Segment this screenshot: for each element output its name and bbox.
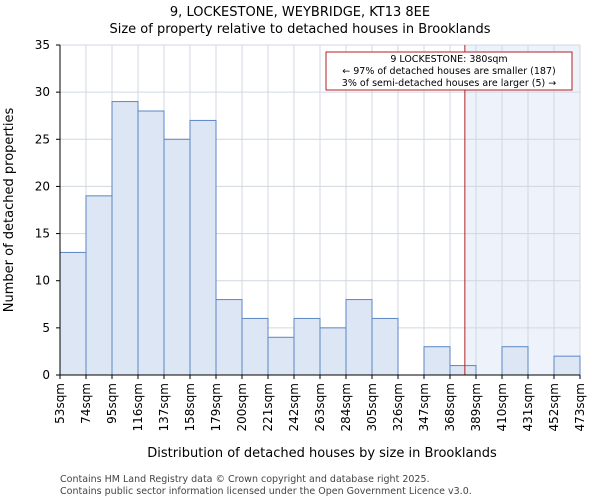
x-tick-label: 347sqm [417,383,431,431]
histogram-bar [215,299,243,376]
footer-line-1: Contains HM Land Registry data © Crown c… [60,474,430,485]
annotation-line-1: 9 LOCKESTONE: 380sqm [390,54,507,65]
x-tick-label: 221sqm [261,383,275,431]
annotation-line-3: 3% of semi-detached houses are larger (5… [342,78,556,89]
y-tick-labels: 0 5 10 15 20 25 30 35 [35,38,60,382]
histogram-bar [553,355,581,376]
annotation: 9 LOCKESTONE: 380sqm ← 97% of detached h… [325,51,573,91]
histogram-bar [501,346,529,376]
x-axis-label: Distribution of detached houses by size … [147,446,497,461]
x-tick-label: 431sqm [521,383,535,431]
histogram-bar [345,299,373,376]
x-tick-label: 389sqm [469,383,483,431]
x-tick-labels: 53sqm 74sqm 95sqm 116sqm 137sqm 158sqm 179sqm 2… [53,375,587,431]
y-tick-label: 10 [35,274,50,288]
histogram-bar [319,327,347,376]
x-tick-label: 263sqm [313,383,327,431]
x-tick-label: 284sqm [339,383,353,431]
y-tick-label: 25 [35,132,50,146]
chart-subtitle: Size of property relative to detached ho… [109,22,490,37]
y-tick-label: 5 [42,321,50,335]
x-tick-label: 179sqm [209,383,223,431]
x-tick-label: 158sqm [183,383,197,431]
x-tick-label: 95sqm [105,383,119,424]
y-tick-label: 30 [35,85,50,99]
x-tick-label: 116sqm [131,383,145,431]
histogram-bar [449,365,477,376]
histogram-bar [267,336,295,376]
x-tick-label: 326sqm [391,383,405,431]
x-tick-label: 452sqm [547,383,561,431]
annotation-box [325,51,573,91]
histogram-bar [137,110,165,376]
larger-region-highlight [464,45,580,375]
highlight-layer [464,45,580,375]
x-tick-label: 137sqm [157,383,171,431]
histogram-bar [111,101,139,376]
footer-line-2: Contains public sector information licen… [60,486,472,497]
y-tick-label: 15 [35,227,50,241]
annotation-line-2: ← 97% of detached houses are smaller (18… [342,66,555,77]
chart-title: 9, LOCKESTONE, WEYBRIDGE, KT13 8EE [170,5,430,20]
histogram-bar [85,195,113,376]
histogram-bar [293,317,321,376]
histogram-bar [163,138,191,376]
histogram-bar [423,346,451,376]
histogram-bar [241,317,269,376]
x-tick-label: 74sqm [79,383,93,424]
histogram-bar [371,317,399,376]
bars-layer [59,45,581,376]
histogram-bar [59,251,87,376]
x-tick-label: 53sqm [53,383,67,424]
x-tick-label: 242sqm [287,383,301,431]
y-axis-label: Number of detached properties [2,108,17,313]
y-tick-label: 35 [35,38,50,52]
x-tick-label: 473sqm [573,383,587,431]
x-tick-label: 200sqm [235,383,249,431]
x-tick-label: 410sqm [495,383,509,431]
histogram-bar [189,119,217,376]
x-tick-label: 305sqm [365,383,379,431]
y-tick-label: 0 [42,368,50,382]
x-tick-label: 368sqm [443,383,457,431]
y-tick-label: 20 [35,179,50,193]
